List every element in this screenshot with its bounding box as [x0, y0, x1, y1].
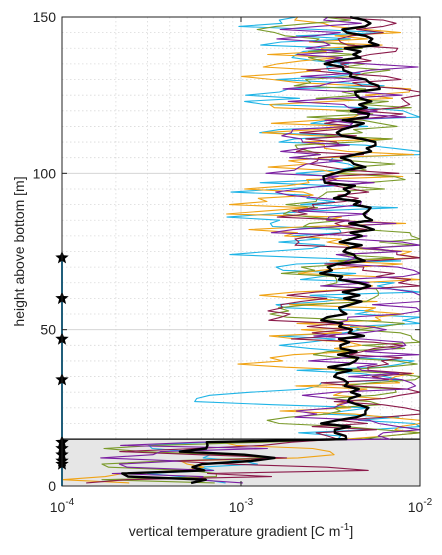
x-axis-label-main: vertical temperature gradient [C m [129, 523, 341, 539]
x-tick-label-base: 10 [50, 499, 66, 515]
x-axis-label-suffix: ] [349, 523, 353, 539]
y-axis-label: height above bottom [m] [11, 176, 27, 326]
profile-line [147, 16, 421, 484]
x-tick-label-exponent: -3 [244, 497, 253, 508]
x-tick-label-exponent: -4 [65, 497, 74, 508]
y-tick-label: 150 [33, 9, 57, 25]
y-tick-label: 0 [48, 478, 56, 494]
x-tick-label-exponent: -2 [423, 497, 432, 508]
x-axis-label-superscript: -1 [340, 522, 349, 533]
y-tick-label: 100 [33, 165, 57, 181]
profile-line [100, 16, 421, 484]
x-tick-label-base: 10 [408, 499, 424, 515]
x-axis-label: vertical temperature gradient [C m-1] [129, 522, 353, 539]
x-tick-label-base: 10 [229, 499, 245, 515]
mean-profile-line [121, 15, 381, 485]
x-tick-label: 10-3 [229, 497, 254, 515]
x-tick-label: 10-2 [408, 497, 433, 515]
x-tick-label: 10-4 [50, 497, 75, 515]
y-tick-label: 50 [40, 322, 56, 338]
profile-line [86, 16, 421, 484]
